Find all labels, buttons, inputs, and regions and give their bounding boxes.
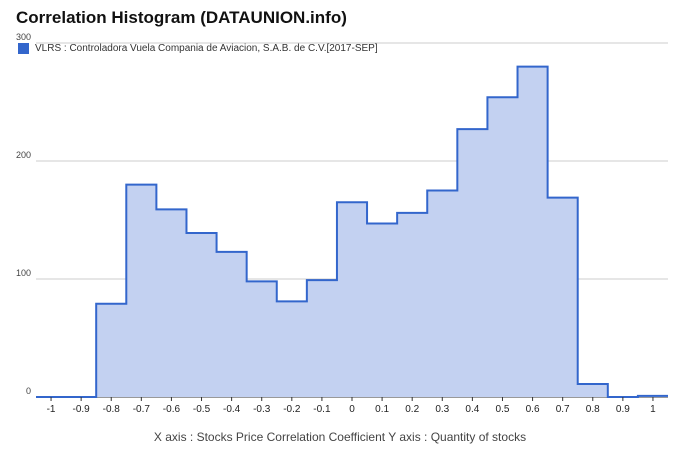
data-point [651, 394, 654, 397]
data-point [441, 189, 444, 192]
legend-swatch [18, 43, 29, 54]
data-point [110, 302, 113, 305]
x-tick-label: -0.6 [163, 404, 181, 415]
x-tick-label: 0.6 [526, 404, 540, 415]
x-tick-label: -0.4 [223, 404, 241, 415]
data-point [351, 201, 354, 204]
axis-caption: X axis : Stocks Price Correlation Coeffi… [153, 430, 527, 444]
y-tick-label: 300 [16, 32, 31, 42]
chart-title: Correlation Histogram (DATAUNION.info) [16, 8, 347, 27]
legend-label: VLRS : Controladora Vuela Compania de Av… [35, 43, 378, 54]
x-tick-label: -0.8 [103, 404, 121, 415]
data-point [260, 280, 263, 283]
x-tick-label: -0.3 [253, 404, 271, 415]
series-area [36, 66, 668, 397]
y-tick-label: 200 [16, 150, 31, 160]
data-point [381, 222, 384, 225]
data-point [591, 383, 594, 386]
x-tick-label: -0.7 [133, 404, 151, 415]
x-tick-label: -0.5 [193, 404, 211, 415]
y-tick-label: 0 [26, 386, 31, 396]
data-point [531, 65, 534, 68]
data-point [561, 196, 564, 199]
series-line [36, 65, 668, 398]
x-tick-label: 0.1 [375, 404, 389, 415]
data-point [230, 250, 233, 253]
data-point [501, 96, 504, 99]
x-tick-label: -0.9 [73, 404, 91, 415]
x-tick-label: 0.9 [616, 404, 630, 415]
x-tick-label: 0.4 [465, 404, 479, 415]
data-point [140, 183, 143, 186]
x-tick-label: 0 [349, 404, 355, 415]
data-point [170, 208, 173, 211]
x-tick-label: -1 [47, 404, 56, 415]
y-tick-label: 100 [16, 268, 31, 278]
x-tick-label: -0.1 [313, 404, 331, 415]
data-point [411, 211, 414, 214]
data-point [320, 279, 323, 282]
data-point [471, 128, 474, 131]
legend: VLRS : Controladora Vuela Compania de Av… [18, 43, 378, 54]
x-tick-label: -0.2 [283, 404, 301, 415]
x-tick-label: 0.3 [435, 404, 449, 415]
x-tick-label: 0.8 [586, 404, 600, 415]
data-point [290, 300, 293, 303]
x-tick-label: 1 [650, 404, 656, 415]
x-tick-label: 0.7 [556, 404, 570, 415]
x-tick-label: 0.5 [496, 404, 510, 415]
x-tick-label: 0.2 [405, 404, 419, 415]
data-point [200, 231, 203, 234]
